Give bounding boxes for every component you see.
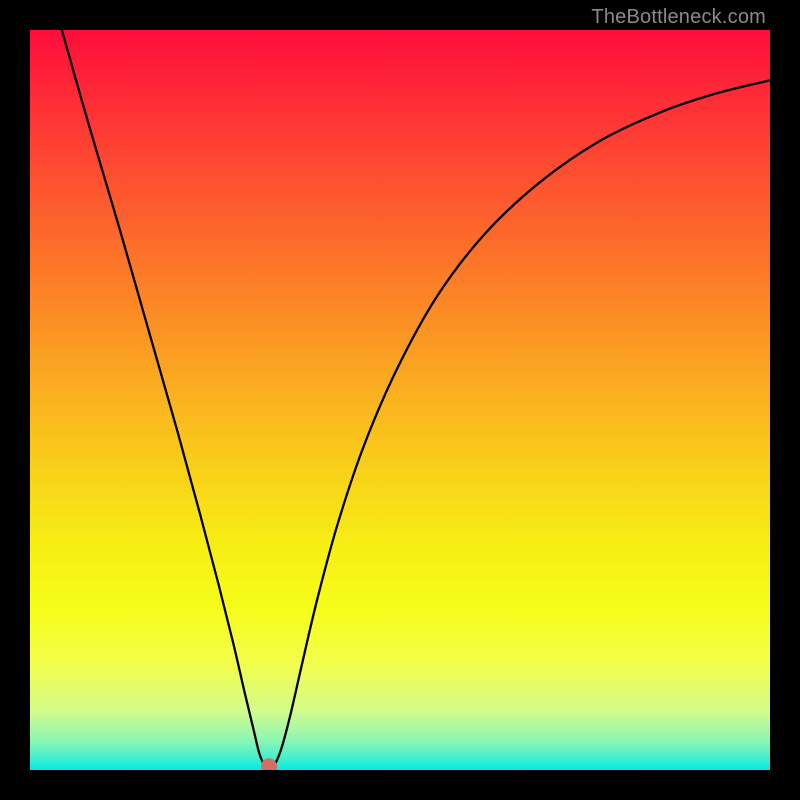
bottleneck-curve — [62, 30, 770, 770]
minimum-marker — [261, 758, 277, 770]
watermark-text: TheBottleneck.com — [591, 6, 766, 29]
plot-area — [30, 30, 770, 770]
chart-frame: TheBottleneck.com — [0, 0, 800, 800]
curve-layer — [30, 30, 770, 770]
